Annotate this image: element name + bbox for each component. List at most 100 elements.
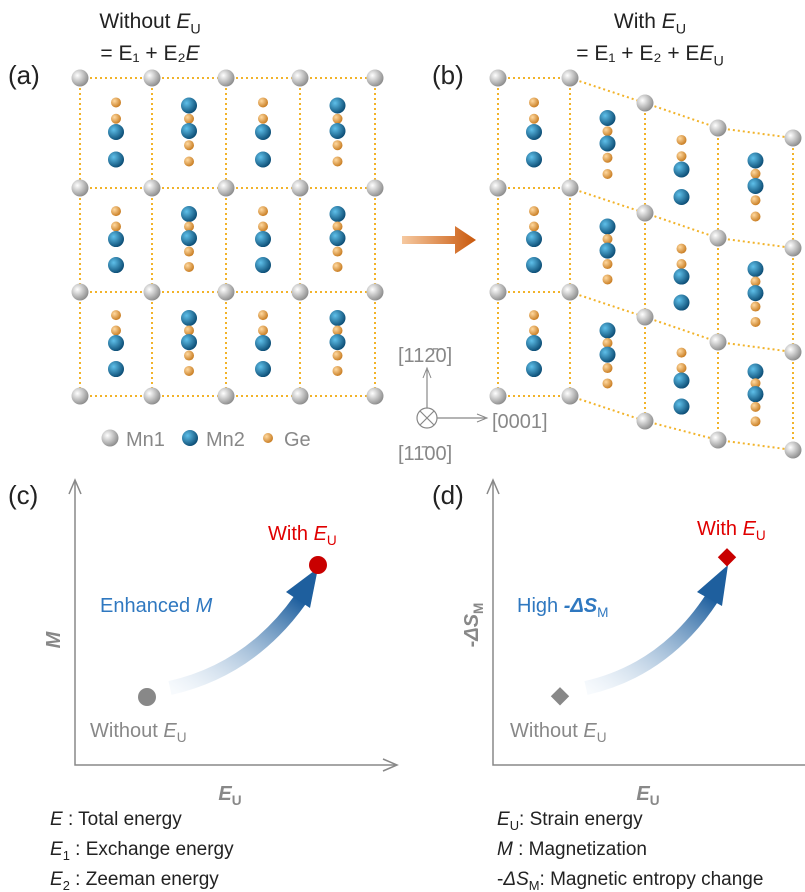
atom-ge (529, 222, 539, 232)
atom-mn1 (367, 180, 384, 197)
label-part: U (177, 730, 187, 745)
atom-ge (529, 310, 539, 320)
atom-mn2 (255, 231, 271, 247)
atom-mn2 (748, 386, 764, 402)
atom-ge (111, 326, 121, 336)
x-axis-label: EU (218, 783, 241, 808)
atom-mn2 (330, 98, 346, 114)
atom-mn2 (181, 206, 197, 222)
atom-ge (677, 363, 687, 373)
atom-ge (333, 326, 343, 336)
legend-label: Mn2 (206, 429, 245, 451)
atom-mn2 (748, 364, 764, 380)
atom-mn2 (255, 361, 271, 377)
atom-mn2 (748, 261, 764, 277)
direction-label: [11̄00] (398, 443, 452, 465)
atom-mn2 (330, 334, 346, 350)
atom-mn1 (218, 70, 235, 87)
label-part: E (314, 523, 328, 545)
atom-mn1 (490, 284, 507, 301)
lattice-edge (570, 78, 645, 103)
atom-ge (333, 157, 343, 167)
label-part: 1 (63, 848, 70, 863)
atom-mn1 (710, 432, 727, 449)
atom-ge (333, 222, 343, 232)
atom-ge (333, 366, 343, 376)
label-part: E (497, 809, 510, 830)
label-part: E (50, 839, 63, 860)
arrow-label: Enhanced M (100, 595, 213, 617)
atom-ge (258, 206, 268, 216)
atom-mn2 (526, 257, 542, 273)
label-part: U (190, 21, 200, 37)
point-label: With EU (697, 518, 766, 543)
label-part: High (517, 595, 564, 617)
atom-mn2 (255, 124, 271, 140)
atom-mn1 (72, 180, 89, 197)
atom-mn1 (292, 284, 309, 301)
atom-ge (184, 366, 194, 376)
atom-ge (603, 126, 613, 136)
atom-mn2 (674, 373, 690, 389)
atom-mn1 (562, 388, 579, 405)
atom-mn1 (367, 284, 384, 301)
atom-mn2 (108, 151, 124, 167)
label-part: : Strain energy (519, 809, 643, 830)
atom-ge (751, 416, 761, 426)
marker-without (551, 687, 569, 705)
atom-mn2 (182, 430, 198, 446)
label-part: E (163, 720, 177, 742)
label-part: E (636, 783, 650, 805)
atom-mn2 (255, 151, 271, 167)
label-part: : Magnetization (513, 839, 647, 860)
atom-ge (529, 114, 539, 124)
atom-mn1 (144, 180, 161, 197)
atom-mn2 (255, 257, 271, 273)
label-part: M (43, 630, 65, 648)
atom-ge (603, 338, 613, 348)
y-axis-label: M (43, 630, 65, 648)
lattice-edge (718, 128, 793, 138)
label-part: E (218, 783, 232, 805)
atom-ge (603, 274, 613, 284)
label-part: U (713, 53, 723, 69)
point-label: Without EU (90, 720, 187, 745)
atom-mn2 (748, 285, 764, 301)
lattice-edge (718, 342, 793, 352)
atom-mn2 (600, 135, 616, 151)
atom-mn1 (144, 70, 161, 87)
atom-mn1 (710, 230, 727, 247)
atom-mn1 (710, 334, 727, 351)
label-part: U (510, 818, 519, 833)
label-part: E (50, 869, 63, 890)
atom-mn2 (181, 310, 197, 326)
marker-with (309, 556, 327, 574)
atom-ge (677, 151, 687, 161)
direction-label: [0001] (492, 411, 548, 433)
lattice-edge (645, 103, 718, 128)
atom-ge (184, 326, 194, 336)
atom-ge (184, 351, 194, 361)
atom-ge (258, 222, 268, 232)
atom-mn1 (637, 413, 654, 430)
marker-with (718, 548, 736, 566)
label-part: With (614, 10, 662, 33)
atom-mn2 (600, 219, 616, 235)
label-part: - (461, 641, 483, 648)
label-part: -ΔS (564, 595, 598, 617)
atom-mn2 (330, 310, 346, 326)
panel-label: (b) (432, 60, 464, 90)
atom-ge (258, 310, 268, 320)
label-part: E (50, 809, 63, 830)
arrow-label: High -ΔSM (517, 595, 608, 620)
label-part: M (597, 605, 608, 620)
atom-mn1 (292, 388, 309, 405)
atom-ge (751, 277, 761, 287)
panel-title: With EU (614, 10, 686, 37)
atom-mn2 (748, 153, 764, 169)
atom-ge (333, 262, 343, 272)
label-part: E (176, 10, 191, 33)
figure: Mn1Mn2GeWithout EU = E₁ + E₂EWith EU = E… (0, 0, 805, 892)
atom-mn1 (490, 70, 507, 87)
atom-mn2 (181, 334, 197, 350)
